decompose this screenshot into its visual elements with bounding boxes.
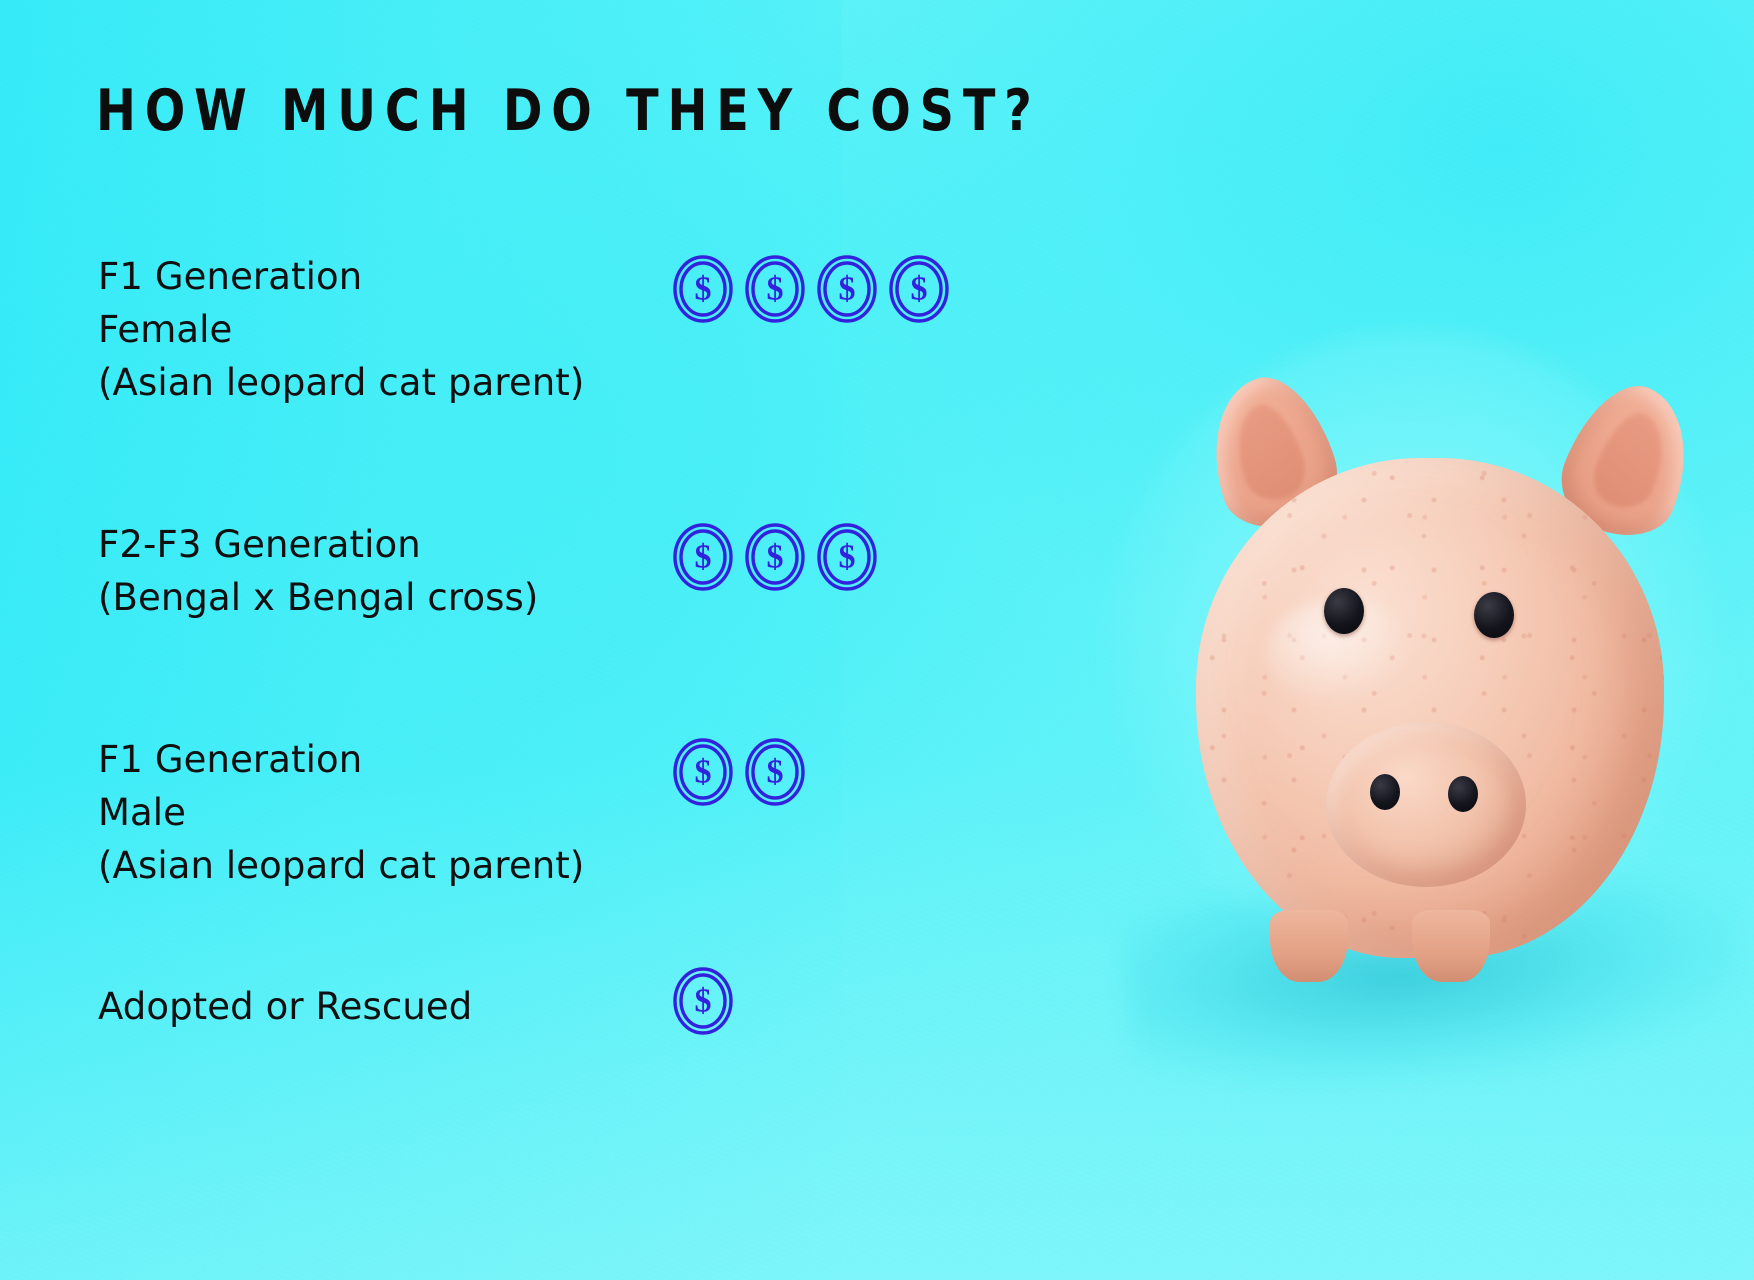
svg-text:$: $ xyxy=(767,271,784,308)
dollar-coin-icon: $ xyxy=(673,738,733,806)
piggy-eye-right xyxy=(1474,592,1514,638)
svg-text:$: $ xyxy=(695,754,712,791)
dollar-coin-icon: $ xyxy=(673,255,733,323)
dollar-coin-icon: $ xyxy=(745,523,805,591)
dollar-coin-group: $ xyxy=(668,966,738,1036)
dollar-coin-icon: $ xyxy=(817,255,877,323)
piggy-leg-right xyxy=(1412,910,1490,982)
dollar-coin-icon: $ xyxy=(673,523,733,591)
svg-text:$: $ xyxy=(767,754,784,791)
dollar-coin-icon: $ xyxy=(817,523,877,591)
piggy-bank-figure xyxy=(1174,363,1712,990)
svg-text:$: $ xyxy=(695,271,712,308)
cost-row-f2-f3: F2-F3 Generation (Bengal x Bengal cross)… xyxy=(98,518,882,624)
dollar-coin-icon: $ xyxy=(889,255,949,323)
dollar-coin-icon: $ xyxy=(745,255,805,323)
svg-text:$: $ xyxy=(695,539,712,576)
piggy-bank-photo xyxy=(994,0,1754,1280)
cost-row-label: F2-F3 Generation (Bengal x Bengal cross) xyxy=(98,523,539,619)
svg-text:$: $ xyxy=(839,271,856,308)
cost-row-adopted: Adopted or Rescued $ xyxy=(98,967,738,1036)
dollar-coin-group: $ $ xyxy=(668,737,810,807)
cost-row-label: Adopted or Rescued xyxy=(98,985,473,1028)
dollar-coin-icon: $ xyxy=(745,738,805,806)
cost-row-f1-female: F1 Generation Female (Asian leopard cat … xyxy=(98,250,954,409)
piggy-snout xyxy=(1326,722,1526,887)
piggy-leg-left xyxy=(1270,910,1348,982)
piggy-eye-left xyxy=(1324,588,1364,634)
dollar-coin-group: $ $ $ xyxy=(668,522,882,592)
svg-text:$: $ xyxy=(839,539,856,576)
piggy-nostril-right xyxy=(1448,776,1478,812)
cost-row-f1-male: F1 Generation Male (Asian leopard cat pa… xyxy=(98,733,810,892)
dollar-coin-group: $ $ $ $ xyxy=(668,254,954,324)
svg-text:$: $ xyxy=(911,271,928,308)
piggy-nostril-left xyxy=(1370,774,1400,810)
cost-row-label: F1 Generation Female (Asian leopard cat … xyxy=(98,255,585,404)
page-title: HOW MUCH DO THEY COST? xyxy=(96,78,1041,144)
dollar-coin-icon: $ xyxy=(673,967,733,1035)
svg-text:$: $ xyxy=(695,983,712,1020)
cost-row-label: F1 Generation Male (Asian leopard cat pa… xyxy=(98,738,585,887)
svg-text:$: $ xyxy=(767,539,784,576)
